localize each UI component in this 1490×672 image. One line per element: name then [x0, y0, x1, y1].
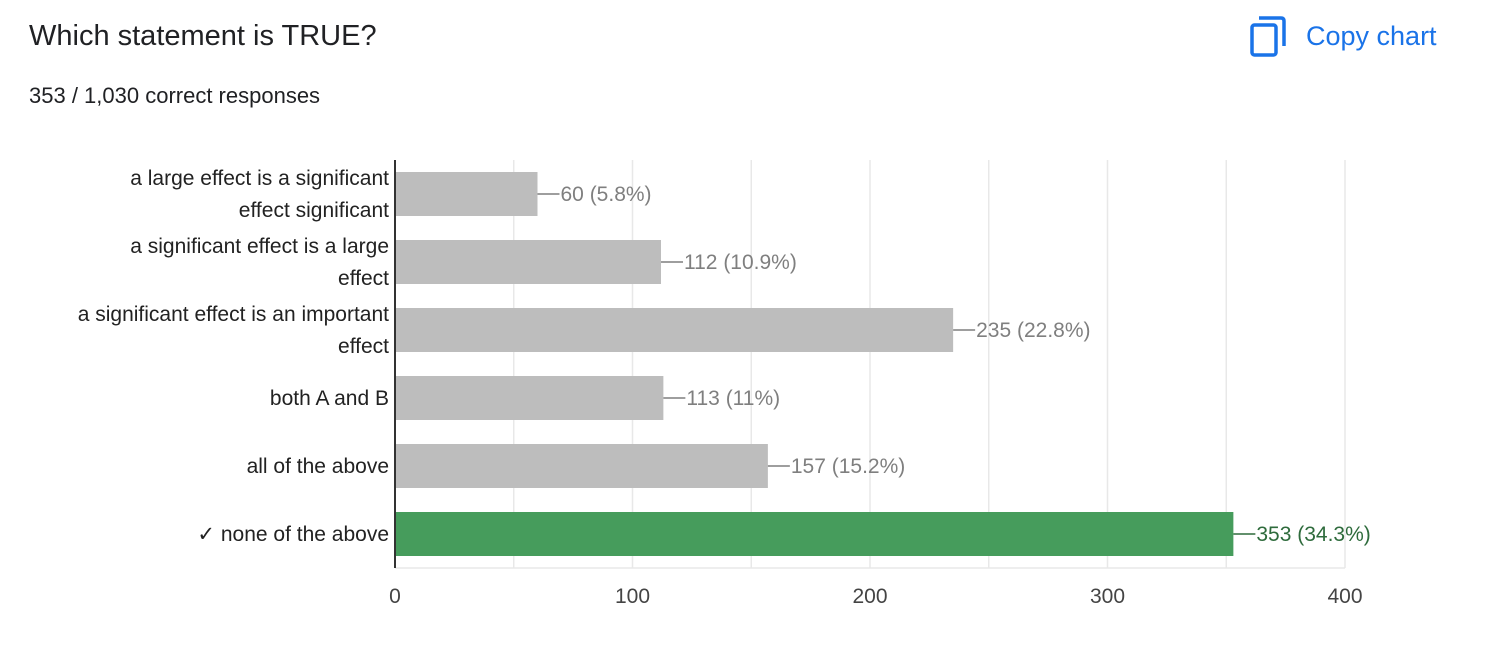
bar: [395, 172, 538, 216]
data-label: 353 (34.3%): [1256, 523, 1370, 546]
bar: [395, 240, 661, 284]
category-label: both A and B: [270, 387, 389, 410]
category-label: ✓ none of the above: [197, 523, 389, 546]
category-label: a large effect is a significant: [130, 167, 389, 190]
category-label: a significant effect is a large: [130, 235, 389, 258]
data-label: 60 (5.8%): [561, 183, 652, 206]
category-label: effect: [338, 335, 389, 358]
bar: [395, 376, 664, 420]
x-tick-label: 0: [389, 585, 401, 608]
category-label: effect significant: [239, 199, 389, 222]
x-tick-label: 400: [1327, 585, 1362, 608]
data-label: 113 (11%): [686, 387, 780, 410]
question-title: Which statement is TRUE?: [29, 20, 377, 52]
category-label: a significant effect is an important: [78, 303, 389, 326]
data-label: 112 (10.9%): [684, 251, 797, 274]
copy-icon: [1250, 16, 1286, 57]
x-tick-label: 200: [852, 585, 887, 608]
x-tick-label: 300: [1090, 585, 1125, 608]
copy-chart-button[interactable]: Copy chart: [1248, 14, 1437, 58]
data-label: 235 (22.8%): [976, 319, 1090, 342]
correct-responses-summary: 353 / 1,030 correct responses: [29, 83, 321, 108]
x-tick-label: 100: [615, 585, 650, 608]
copy-chart-label: Copy chart: [1306, 20, 1437, 51]
category-label: all of the above: [247, 455, 389, 478]
category-label: effect: [338, 267, 389, 290]
bar-correct: [395, 512, 1234, 556]
data-label: 157 (15.2%): [791, 455, 905, 478]
bar: [395, 308, 954, 352]
bar: [395, 444, 768, 488]
